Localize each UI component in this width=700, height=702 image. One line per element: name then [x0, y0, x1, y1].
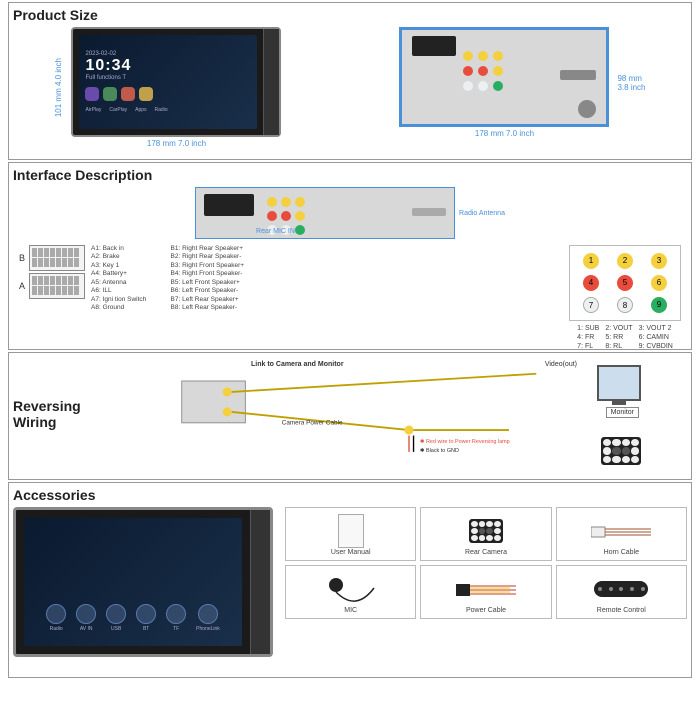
front-view: 101 mm 4.0 inch 2023-02-02 10:34 Full fu… — [54, 27, 308, 148]
device-front: 2023-02-02 10:34 Full functions T AirPla… — [71, 27, 281, 137]
acc-horn-cable: Horn Cable — [556, 507, 687, 561]
app-icon — [85, 87, 99, 101]
panel-interface: Interface Description Rear MIC IN Radio … — [8, 162, 692, 350]
accessories-grid: User Manual Rear Camera Horn Cable MIC P… — [285, 507, 687, 619]
label-radio-antenna: Radio Antenna — [459, 210, 505, 217]
label-monitor: Monitor — [606, 407, 639, 418]
pin-table: A1: Back in A2: Brake A3: Key 1 A4: Batt… — [91, 245, 244, 313]
rca-legend-list: 1: SUB2: VOUT3: VOUT 2 4: FR5: RR6: CAMI… — [577, 325, 673, 350]
home-icon: AV IN — [76, 604, 96, 632]
panel-product-size: Product Size 101 mm 4.0 inch 2023-02-02 … — [8, 2, 692, 160]
panel-accessories: Accessories Radio AV IN USB BT TF PhoneL… — [8, 482, 692, 678]
label-link: Link to Camera and Monitor — [251, 361, 344, 368]
home-icon: Radio — [46, 604, 66, 632]
device-large: Radio AV IN USB BT TF PhoneLink — [13, 507, 273, 657]
app-icon — [139, 87, 153, 101]
interface-rear: Rear MIC IN — [195, 187, 455, 239]
title-interface: Interface Description — [13, 167, 687, 183]
rear-view: 178 mm 7.0 inch 98 mm 3.8 inch — [399, 27, 645, 138]
camera-icon — [601, 437, 641, 465]
monitor-icon — [597, 365, 641, 401]
home-icon: PhoneLink — [196, 604, 220, 632]
acc-user-manual: User Manual — [285, 507, 416, 561]
label-video-out: Video(out) — [545, 361, 577, 368]
svg-text:✱ Red wire to Power Reversing: ✱ Red wire to Power Reversing lamp — [420, 439, 510, 445]
app-icon — [121, 87, 135, 101]
dim-height-rear: 98 mm 3.8 inch — [617, 74, 645, 92]
device-rear — [399, 27, 609, 127]
dim-width-front: 178 mm 7.0 inch — [147, 139, 206, 148]
svg-text:Camera Power Cable: Camera Power Cable — [282, 420, 343, 427]
title-wiring: Reversing Wiring — [13, 398, 123, 430]
screen-clock: 10:34 — [85, 57, 131, 75]
acc-power-cable: Power Cable — [420, 565, 551, 619]
home-icon: USB — [106, 604, 126, 632]
dim-width-rear: 178 mm 7.0 inch — [475, 129, 534, 138]
acc-remote: Remote Control — [556, 565, 687, 619]
panel-wiring: Reversing Wiring Link to Camera and Moni… — [8, 352, 692, 480]
svg-text:✱ Black to GND: ✱ Black to GND — [420, 448, 459, 454]
title-accessories: Accessories — [13, 487, 687, 503]
rca-legend: 1 2 3 4 5 6 7 8 9 — [569, 245, 681, 321]
connector-a — [29, 273, 85, 299]
app-icon — [103, 87, 117, 101]
home-icon: TF — [166, 604, 186, 632]
connector-b — [29, 245, 85, 271]
acc-rear-camera: Rear Camera — [420, 507, 551, 561]
home-icon: BT — [136, 604, 156, 632]
acc-mic: MIC — [285, 565, 416, 619]
label-rear-mic: Rear MIC IN — [256, 228, 295, 235]
screen-subtext: Full functions T — [85, 75, 126, 81]
dim-height-front: 101 mm 4.0 inch — [54, 58, 63, 117]
title-product-size: Product Size — [13, 7, 687, 23]
